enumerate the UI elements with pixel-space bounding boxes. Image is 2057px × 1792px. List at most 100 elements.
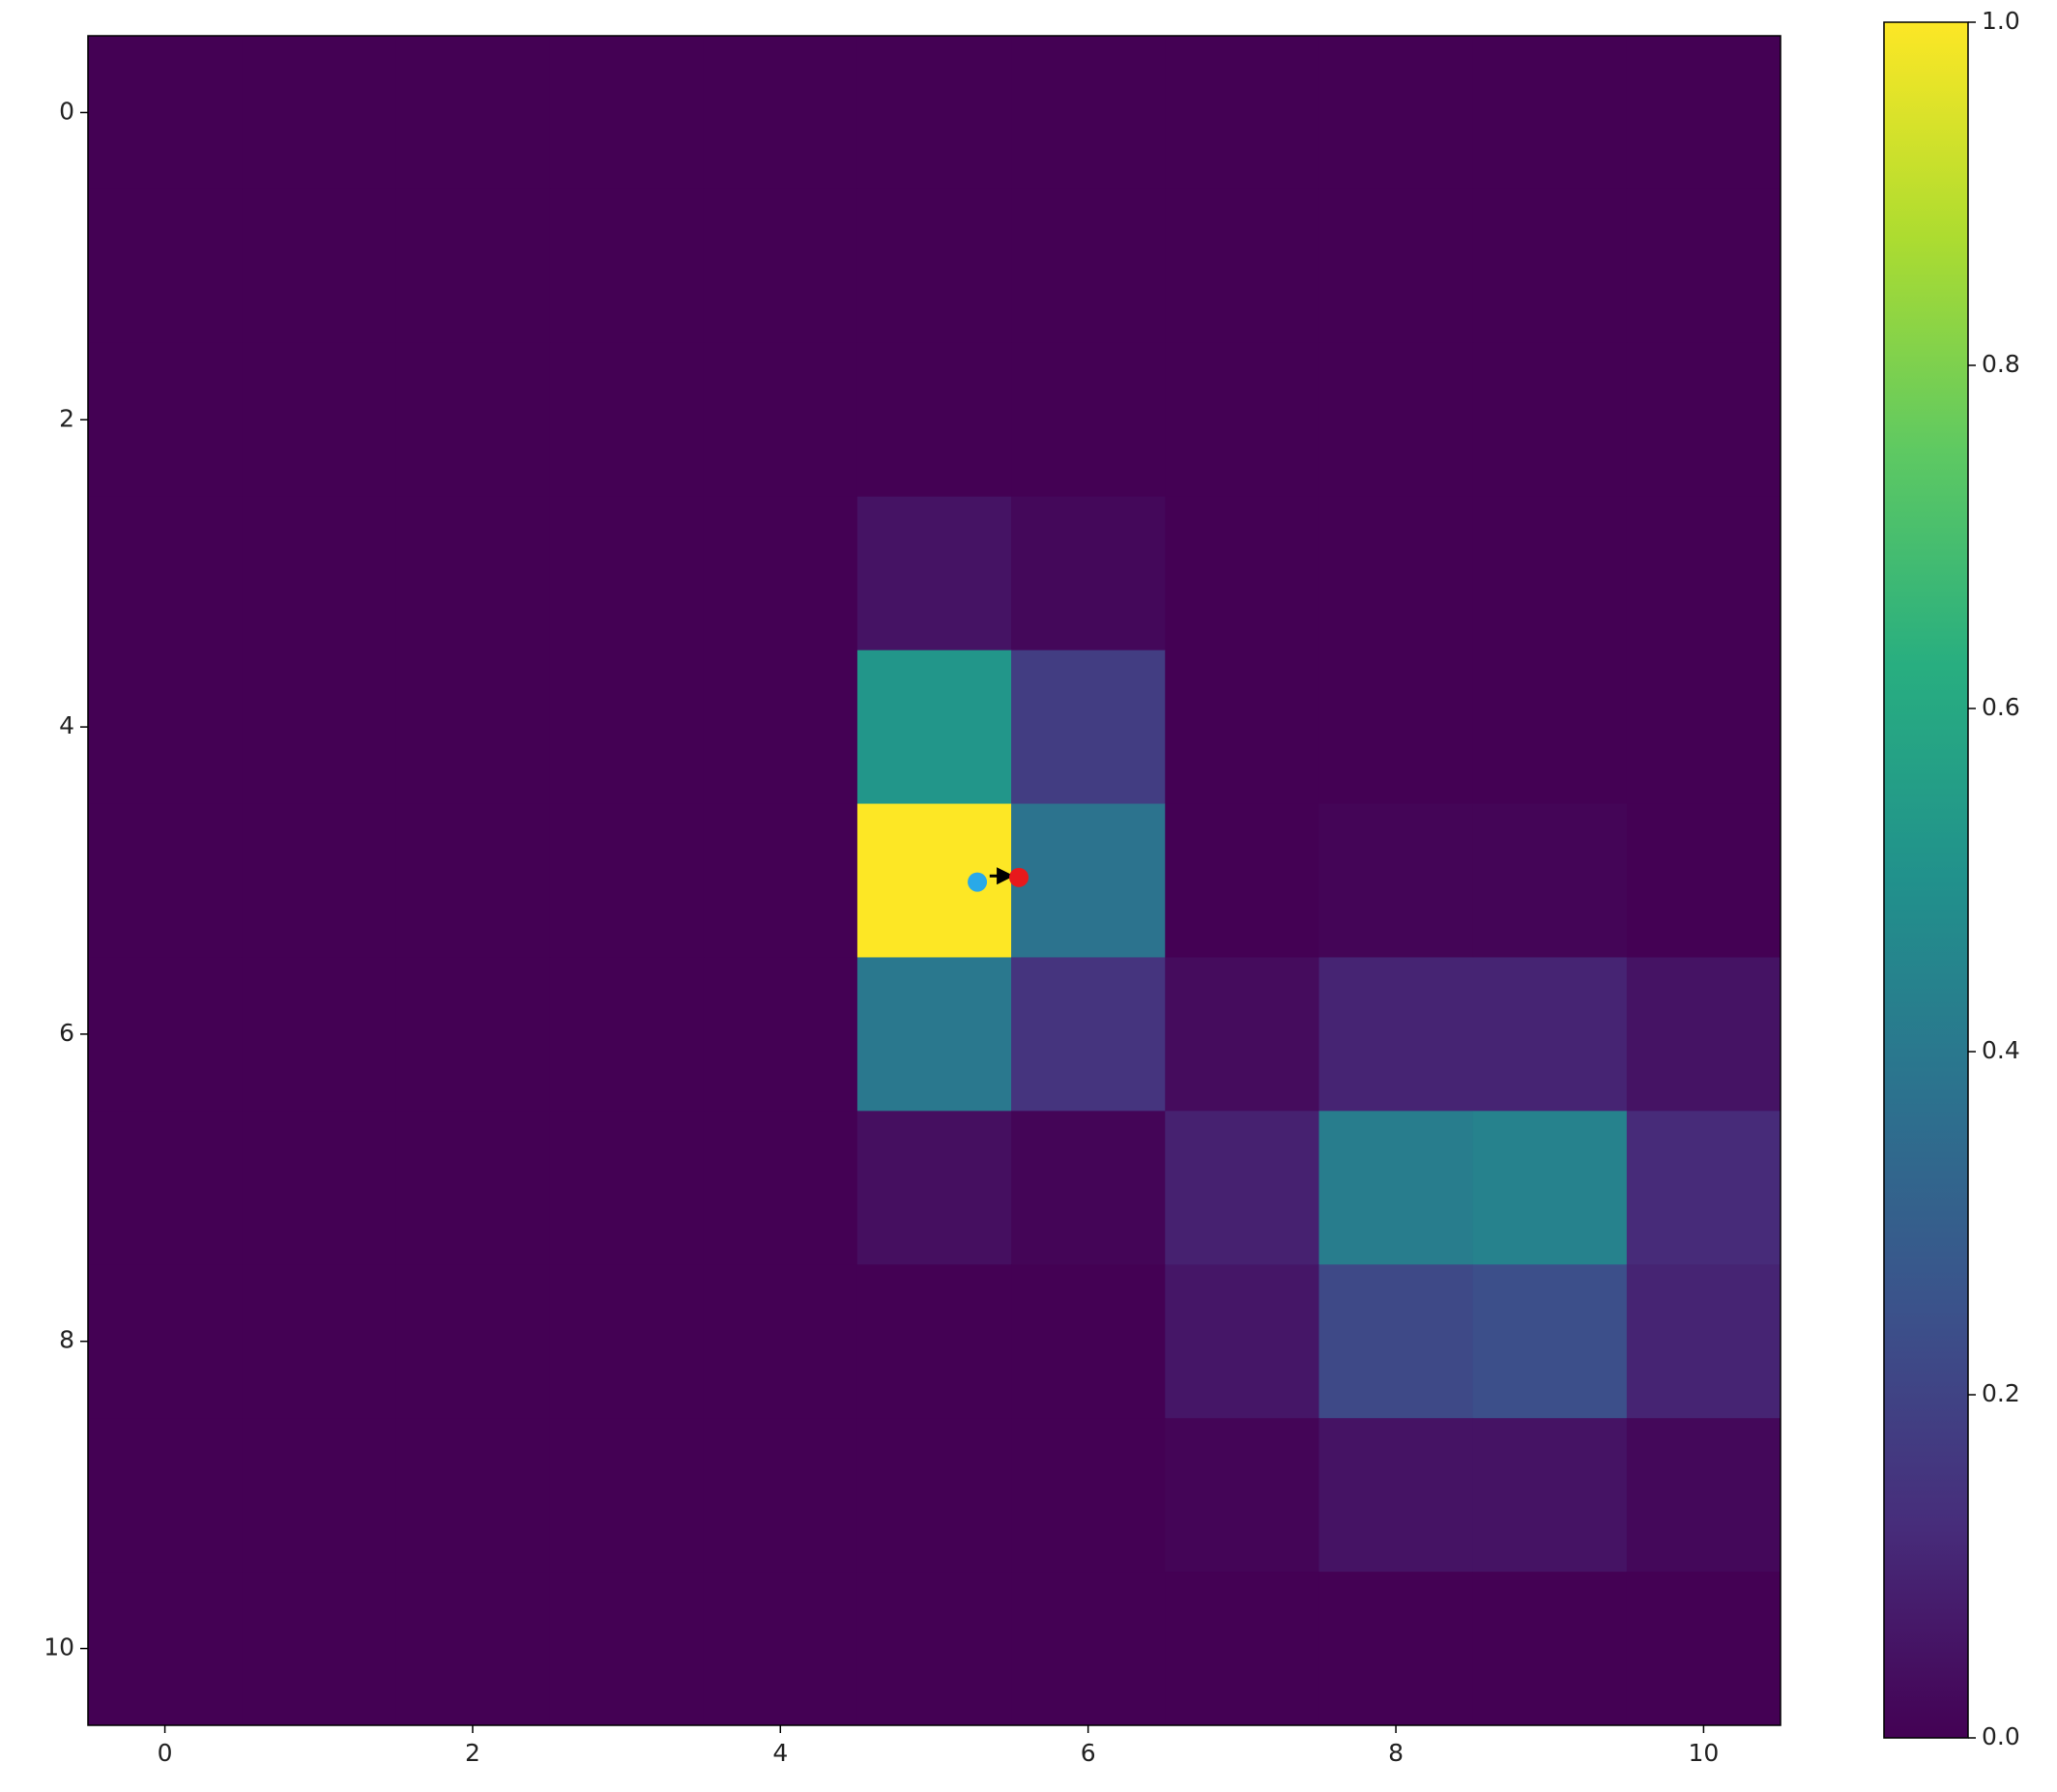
heatmap-cell	[395, 496, 551, 651]
heatmap-cell	[1626, 957, 1782, 1112]
heatmap-cell	[395, 342, 551, 498]
heatmap-cell	[242, 803, 396, 958]
heatmap-cell	[1626, 1111, 1782, 1265]
heatmap-cell	[1472, 1264, 1628, 1419]
x-tick-label: 4	[772, 1739, 788, 1767]
heatmap-cell	[549, 342, 705, 498]
heatmap-cell	[88, 1572, 243, 1726]
heatmap-cell	[1472, 650, 1628, 805]
y-tick-label: 4	[59, 711, 74, 739]
heatmap-cell	[242, 36, 396, 190]
heatmap-cell	[1318, 803, 1474, 958]
heatmap-cell	[395, 1572, 551, 1726]
heatmap-cell	[1011, 496, 1166, 651]
x-tick-label: 6	[1081, 1739, 1096, 1767]
heatmap-cell	[1165, 342, 1319, 498]
heatmap-cell	[1472, 1111, 1628, 1265]
heatmap-cell	[703, 1572, 858, 1726]
heatmap-cell	[395, 803, 551, 958]
heatmap-cell	[1626, 650, 1782, 805]
heatmap-cell	[88, 496, 243, 651]
heatmap-cell	[1165, 188, 1319, 344]
heatmap-cell	[1165, 1418, 1319, 1573]
heatmap-cell	[1011, 803, 1166, 958]
heatmap-cell	[1472, 1418, 1628, 1573]
colorbar-tick-label: 0.2	[1982, 1379, 2020, 1407]
colorbar-tick-label: 0.8	[1982, 350, 2020, 378]
colorbar-tick-label: 0.6	[1982, 693, 2020, 721]
heatmap-cell	[856, 496, 1012, 651]
heatmap-cell	[856, 1572, 1012, 1726]
heatmap-cell	[1472, 803, 1628, 958]
colorbar-tick-label: 0.4	[1982, 1036, 2020, 1064]
heatmap-cell	[703, 496, 858, 651]
heatmap-cell	[395, 36, 551, 190]
heatmap-cell	[703, 188, 858, 344]
heatmap-cell	[242, 650, 396, 805]
heatmap-cell	[88, 650, 243, 805]
heatmap-cell	[1011, 650, 1166, 805]
heatmap-cell	[549, 1418, 705, 1573]
heatmap-cell	[242, 342, 396, 498]
heatmap-cell	[856, 342, 1012, 498]
heatmap-cell	[1626, 188, 1782, 344]
heatmap-cell	[549, 36, 705, 190]
heatmap-cell	[1626, 496, 1782, 651]
heatmap-cell	[1626, 1572, 1782, 1726]
heatmap-cell	[856, 803, 1012, 958]
heatmap-cell	[242, 496, 396, 651]
heatmap-cell	[549, 188, 705, 344]
heatmap-cell	[1626, 36, 1782, 190]
heatmap-cell	[88, 1111, 243, 1265]
y-tick-label: 8	[59, 1326, 74, 1354]
heatmap-cell	[1626, 1264, 1782, 1419]
plot-frame	[87, 35, 1782, 1726]
heatmap-cell	[549, 1264, 705, 1419]
heatmap-cell	[549, 496, 705, 651]
heatmap-cell	[549, 1111, 705, 1265]
colorbar-tick-label: 1.0	[1982, 7, 2020, 35]
heatmap-cell	[242, 957, 396, 1112]
heatmap-cell	[549, 650, 705, 805]
heatmap-cell	[856, 957, 1012, 1112]
heatmap-cell	[242, 188, 396, 344]
heatmap-cell	[703, 803, 858, 958]
heatmap-cell	[88, 36, 243, 190]
heatmap-cell	[1318, 188, 1474, 344]
heatmap-cell	[1472, 36, 1628, 190]
heatmap-cell	[1011, 1418, 1166, 1573]
heatmap-cell	[1318, 1572, 1474, 1726]
heatmap-cell	[856, 1418, 1012, 1573]
colorbar-tick-label: 0.0	[1982, 1722, 2020, 1750]
heatmap-cell	[856, 1264, 1012, 1419]
heatmap-cell	[395, 1111, 551, 1265]
x-tick-label: 2	[465, 1739, 480, 1767]
heatmap-cell	[1626, 803, 1782, 958]
heatmap-cell	[242, 1111, 396, 1265]
heatmap-cell	[395, 188, 551, 344]
heatmap-cell	[1318, 1418, 1474, 1573]
heatmap-cell	[703, 1111, 858, 1265]
heatmap-cell	[549, 803, 705, 958]
heatmap-cell	[88, 803, 243, 958]
heatmap-cell	[1165, 496, 1319, 651]
colorbar	[1883, 21, 1969, 1739]
heatmap-cell	[1472, 496, 1628, 651]
heatmap-cell	[1318, 650, 1474, 805]
heatmap-cell	[1165, 650, 1319, 805]
heatmap-cell	[703, 36, 858, 190]
heatmap-cell	[88, 957, 243, 1112]
heatmap-cell	[242, 1418, 396, 1573]
heatmap-cell	[1318, 342, 1474, 498]
heatmap-cell	[1472, 1572, 1628, 1726]
heatmap-cell	[1626, 1418, 1782, 1573]
point	[968, 872, 988, 892]
heatmap-cell	[1472, 188, 1628, 344]
heatmap-cell	[1165, 36, 1319, 190]
heatmap-cell	[88, 1418, 243, 1573]
heatmap-cell	[1011, 1264, 1166, 1419]
heatmap-cell	[1318, 36, 1474, 190]
heatmap-cell	[1011, 342, 1166, 498]
heatmap-cell	[856, 650, 1012, 805]
